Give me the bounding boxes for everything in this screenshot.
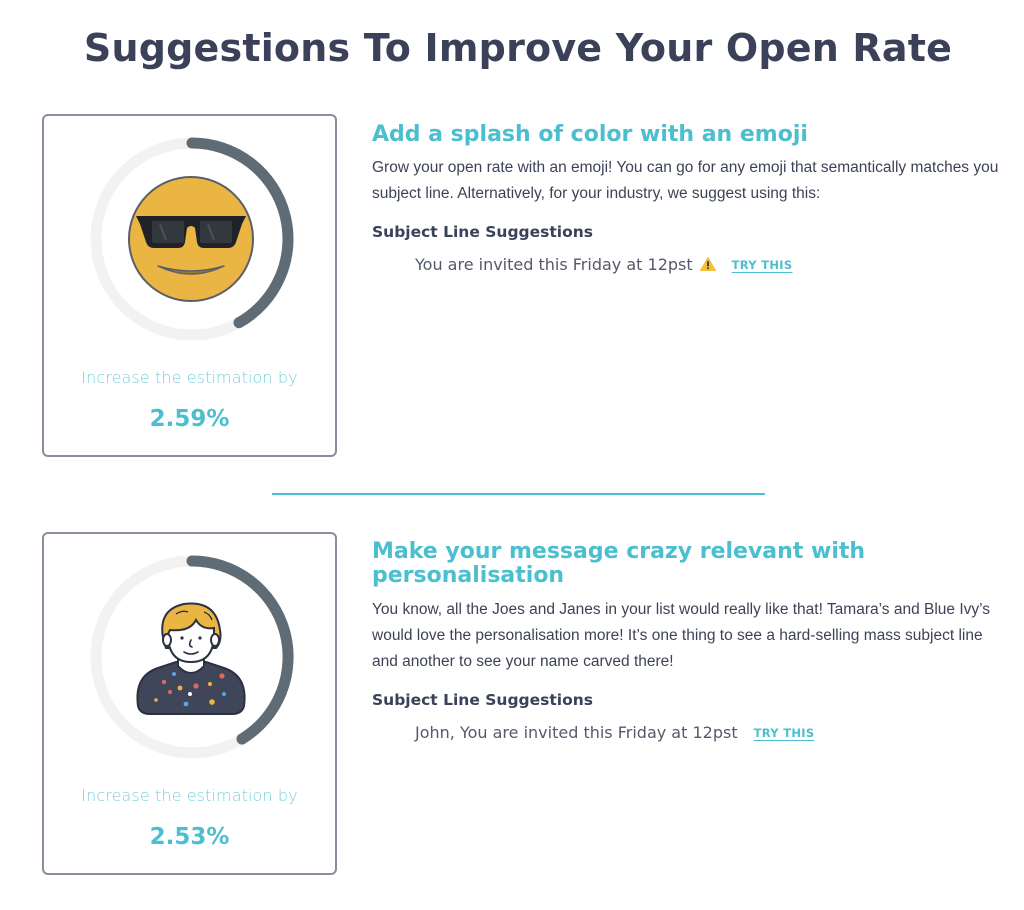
subject-line-text: John, You are invited this Friday at 12p… bbox=[415, 723, 738, 742]
subject-line-suggestions-heading: Subject Line Suggestions bbox=[372, 691, 594, 709]
subject-line-suggestions-heading: Subject Line Suggestions bbox=[372, 223, 594, 241]
suggestion-description: Grow your open rate with an emoji! You c… bbox=[372, 159, 999, 202]
warning-icon bbox=[699, 256, 716, 271]
estimate-value: 2.53% bbox=[149, 824, 230, 850]
suggestion-description: You know, all the Joes and Janes in your… bbox=[372, 601, 991, 670]
score-card-emoji: Increase the estimation by 2.59% bbox=[42, 114, 337, 457]
score-card-personalisation: Increase the estimation by 2.53% bbox=[42, 532, 337, 875]
suggestion-title: Add a splash of color with an emoji bbox=[372, 122, 808, 147]
subject-line-suggestion-row: John, You are invited this Friday at 12p… bbox=[372, 723, 1002, 742]
try-this-button[interactable]: TRY THIS bbox=[731, 257, 793, 272]
sunglasses-emoji-icon bbox=[124, 172, 258, 306]
estimate-label: Increase the estimation by bbox=[81, 786, 298, 805]
subject-line-text: You are invited this Friday at 12pst bbox=[415, 255, 693, 274]
suggestion-title: Make your message crazy relevant with pe… bbox=[372, 539, 866, 588]
section-divider bbox=[272, 493, 765, 495]
suggestion-personalisation: Make your message crazy relevant with pe… bbox=[372, 539, 1002, 743]
progress-ring bbox=[87, 134, 297, 344]
estimate-value: 2.59% bbox=[149, 406, 230, 432]
suggestion-emoji: Add a splash of color with an emoji Grow… bbox=[372, 122, 1002, 275]
person-avatar-icon bbox=[124, 590, 258, 724]
page-title: Suggestions To Improve Your Open Rate bbox=[83, 26, 953, 70]
subject-line-suggestion-row: You are invited this Friday at 12pst TRY… bbox=[372, 255, 1002, 274]
estimate-label: Increase the estimation by bbox=[81, 368, 298, 387]
progress-ring bbox=[87, 552, 297, 762]
try-this-button[interactable]: TRY THIS bbox=[753, 725, 815, 740]
